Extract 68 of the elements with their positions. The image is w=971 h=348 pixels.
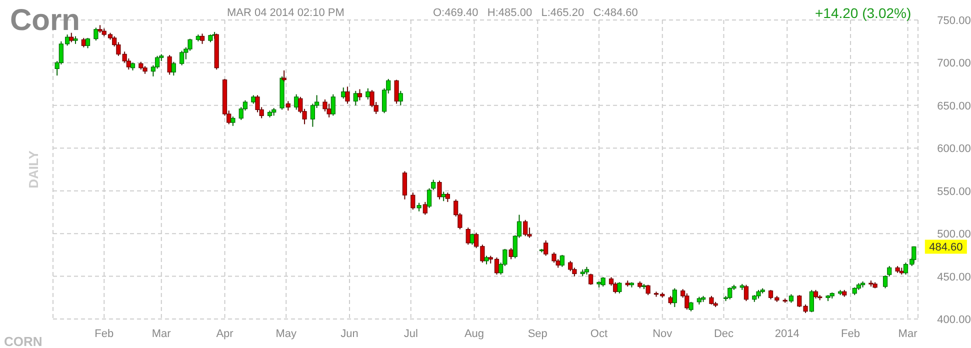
x-tick-label: Feb — [841, 328, 860, 340]
candlestick — [230, 116, 236, 126]
x-tick-label: Nov — [652, 328, 673, 340]
candlestick — [69, 32, 74, 43]
candlestick — [326, 103, 332, 118]
y-tick-label: 700.00 — [937, 58, 971, 70]
x-tick-label: Apr — [216, 328, 234, 340]
candlestick — [200, 33, 205, 44]
candlestick — [345, 86, 350, 104]
candlestick — [728, 286, 732, 300]
candlestick — [410, 192, 416, 210]
candlestick — [809, 289, 814, 313]
x-tick-label: Jun — [340, 328, 358, 340]
candlestick — [617, 282, 622, 294]
x-tick-label: Dec — [714, 328, 734, 340]
x-tick-label: 2014 — [774, 328, 800, 340]
annotation: +14.20 (3.02%) — [815, 5, 912, 21]
y-tick-label: 400.00 — [937, 314, 971, 326]
chart-title: Corn — [10, 4, 80, 37]
candlestick — [353, 90, 358, 106]
candlestick — [402, 170, 408, 200]
candlestick — [437, 180, 442, 200]
candlestick — [398, 90, 403, 106]
x-tick-label: Mar — [152, 328, 172, 340]
candlestick — [688, 301, 694, 312]
y-tick-label: 600.00 — [937, 143, 971, 156]
candlestick — [466, 227, 470, 246]
candlestick — [394, 79, 399, 104]
candlestick — [588, 273, 594, 286]
y-tick-label: 650.00 — [937, 100, 971, 112]
candlestick — [672, 288, 677, 308]
candlestick — [544, 240, 548, 256]
candlestick — [523, 219, 528, 237]
x-tick-label: May — [276, 328, 298, 340]
x-tick-label: Jul — [404, 328, 418, 340]
candlestick — [600, 276, 606, 288]
candlestick — [470, 233, 475, 246]
candlestick — [560, 254, 564, 268]
candlestick — [294, 94, 299, 110]
x-tick-label: Feb — [94, 328, 114, 340]
candlestick — [912, 246, 916, 264]
x-tick-label: Oct — [590, 328, 608, 340]
candlestick — [167, 54, 172, 76]
candlestick — [330, 94, 336, 116]
y-tick-label: 750.00 — [937, 15, 971, 27]
text: O:469.40 H:485.00 L:465.20 C:484.60 — [433, 7, 638, 19]
y-tick-label: 450.00 — [937, 271, 971, 284]
text: CORN — [4, 334, 42, 348]
candlestick — [180, 50, 184, 66]
candlestick — [552, 252, 556, 264]
text: MAR 04 2014 02:10 PM — [227, 7, 344, 19]
candlestick — [744, 284, 749, 302]
annotation: 484.60 — [929, 242, 963, 254]
candlestick — [286, 100, 290, 112]
candlestick — [422, 201, 428, 216]
candlestick — [646, 284, 650, 296]
candlestick — [171, 61, 176, 76]
candlestick — [85, 37, 90, 49]
y-tick-label: 500.00 — [937, 228, 971, 241]
candlestick — [94, 27, 98, 42]
x-tick-label: Aug — [464, 328, 484, 340]
candlestick — [445, 192, 450, 202]
candlestick — [684, 292, 690, 310]
candlestick — [357, 88, 362, 101]
x-tick-label: Mar — [898, 328, 918, 340]
candlestick — [508, 248, 514, 260]
y-tick-label: 550.00 — [937, 186, 971, 198]
x-tick-label: Sep — [528, 328, 548, 340]
